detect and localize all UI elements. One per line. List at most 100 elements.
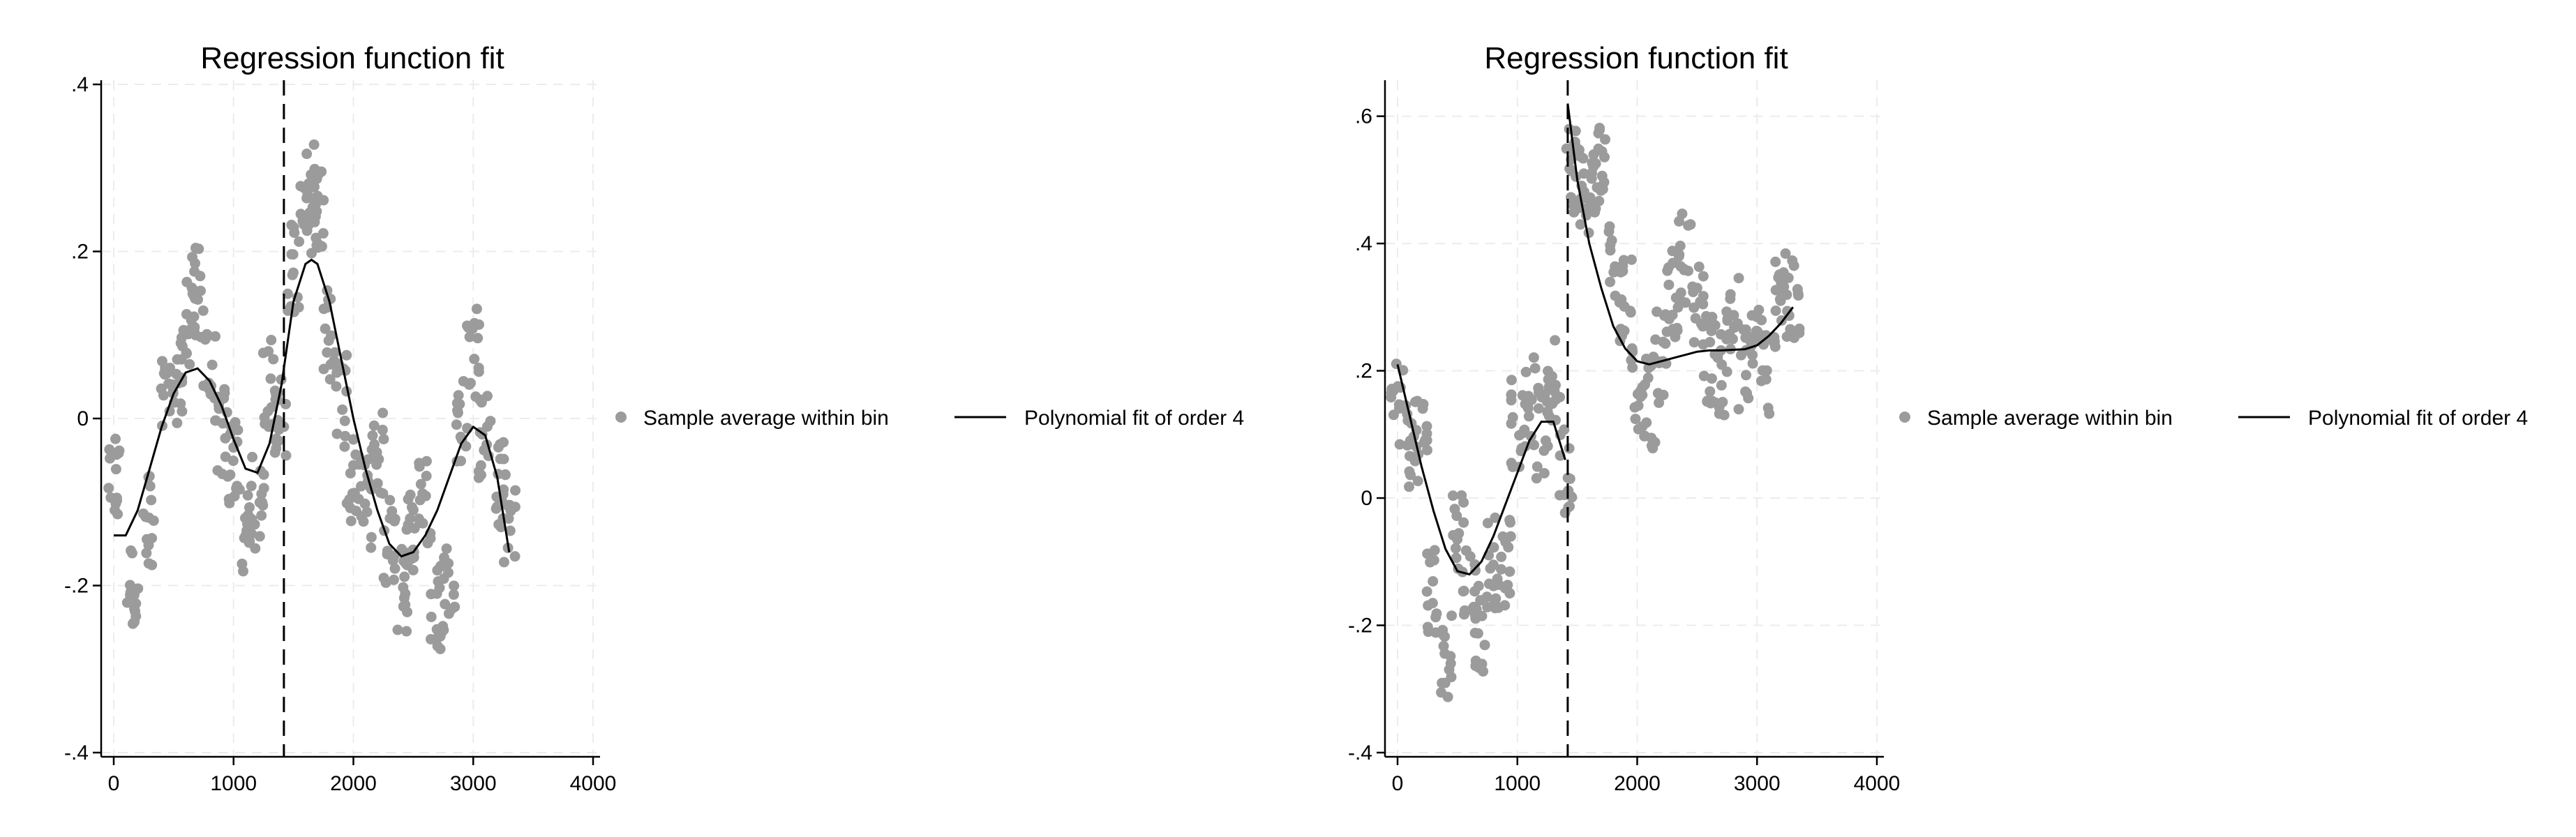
data-point (1451, 552, 1462, 564)
data-point (246, 528, 257, 539)
data-point (1533, 387, 1544, 398)
data-point (258, 483, 269, 494)
data-point (1564, 123, 1575, 135)
data-point (1418, 437, 1430, 448)
data-point (384, 495, 396, 506)
data-point (1575, 219, 1586, 230)
data-point (1675, 287, 1686, 299)
data-point (498, 557, 509, 568)
data-point (1782, 306, 1793, 317)
chart-panel-left: Regression function fit -.4 -.2 0 .2 .4 0 100… (64, 41, 1244, 795)
data-point (1488, 542, 1499, 553)
data-point (434, 582, 445, 594)
data-point (105, 453, 116, 464)
data-point (414, 461, 425, 472)
data-point (1482, 601, 1493, 612)
legend-marker-points-right (1899, 412, 1910, 423)
data-point (1423, 600, 1434, 611)
data-point (242, 490, 253, 501)
data-point (1688, 302, 1700, 313)
data-point (1606, 235, 1617, 246)
data-point (1642, 372, 1654, 384)
data-point (266, 402, 277, 413)
data-point (1444, 664, 1455, 675)
data-point (500, 469, 511, 480)
data-point (129, 603, 140, 614)
data-point (1654, 397, 1665, 408)
data-point (1680, 297, 1691, 308)
data-point (1604, 221, 1615, 232)
data-point (126, 548, 137, 559)
data-point (1520, 398, 1531, 409)
x-tick-label: 3000 (450, 772, 497, 795)
data-point (339, 441, 350, 452)
data-point (347, 434, 359, 445)
data-point (495, 439, 506, 450)
data-point (158, 368, 170, 379)
data-point (398, 555, 410, 566)
data-point (1733, 404, 1744, 415)
data-point (1458, 517, 1469, 528)
data-point (1481, 591, 1492, 603)
data-point (347, 488, 358, 499)
data-point (1458, 586, 1469, 597)
fit-line-segment (1396, 364, 1566, 576)
data-point (212, 465, 223, 476)
data-point (1411, 395, 1423, 407)
data-point (475, 460, 486, 471)
data-point (1740, 386, 1751, 397)
data-point (1699, 319, 1710, 330)
data-point (1431, 608, 1442, 619)
data-point (407, 564, 419, 575)
data-point (1605, 276, 1616, 287)
data-point (1735, 349, 1746, 361)
data-point (1439, 631, 1451, 642)
data-point (144, 481, 156, 492)
data-point (1506, 375, 1517, 386)
data-point (1792, 284, 1803, 295)
data-point (1626, 343, 1638, 354)
data-point (1523, 411, 1534, 422)
data-point (246, 481, 257, 492)
data-point (1761, 365, 1772, 376)
data-point (331, 381, 342, 392)
data-point (266, 335, 277, 346)
x-tick-label: 2000 (330, 772, 377, 795)
data-point (1504, 566, 1515, 577)
data-point (1402, 440, 1413, 451)
data-point (1505, 531, 1516, 542)
data-point (377, 407, 389, 418)
data-point (361, 506, 373, 518)
y-tick-label: .4 (1355, 232, 1372, 255)
data-point (1474, 662, 1485, 673)
data-point (1496, 551, 1507, 562)
y-tick-label: .2 (71, 241, 89, 264)
data-point (1770, 305, 1781, 316)
data-point (399, 571, 410, 582)
data-point (438, 624, 449, 635)
data-point (368, 420, 380, 431)
data-point (1564, 443, 1575, 454)
data-point (269, 447, 280, 458)
data-point (210, 415, 221, 426)
data-point (310, 199, 322, 210)
data-point (371, 459, 382, 470)
data-point (1412, 476, 1423, 487)
data-point (193, 243, 204, 255)
data-point (426, 589, 437, 600)
data-point (282, 288, 293, 299)
data-point (125, 589, 136, 601)
data-point (1760, 374, 1772, 385)
data-point (1712, 352, 1723, 363)
data-point (1550, 335, 1561, 346)
data-point (359, 498, 370, 509)
data-point (294, 236, 305, 247)
data-point (345, 515, 357, 527)
data-point (1756, 315, 1767, 326)
fit-line-segment (280, 258, 511, 558)
data-point (439, 552, 450, 564)
data-point (1460, 545, 1472, 556)
data-point (1641, 417, 1652, 428)
data-point (147, 533, 158, 544)
